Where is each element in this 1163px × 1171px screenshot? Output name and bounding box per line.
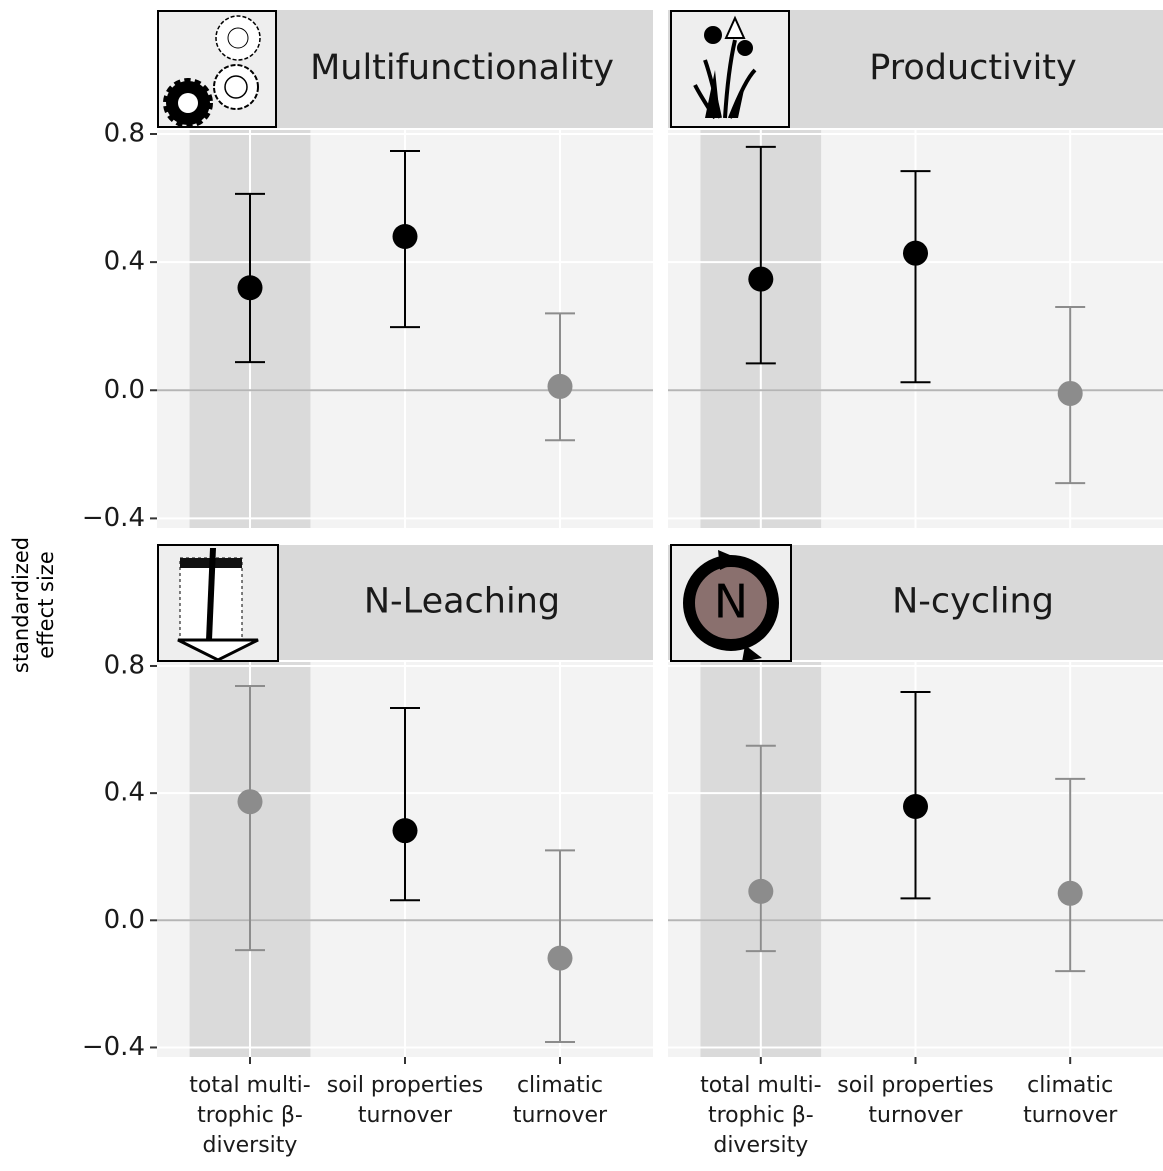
- point-estimate: [393, 224, 418, 249]
- point-estimate: [238, 789, 263, 814]
- chart: Multifunctionality −0.4 0.0 0.4 0.8 Productiv…: [0, 0, 1163, 1171]
- icon-leaching: [158, 545, 278, 661]
- x-tick-label: total multi-trophic β-diversity: [162, 1071, 338, 1161]
- x-tick-label: soil properties turnover: [828, 1071, 1004, 1131]
- x-tick-label: soil properties turnover: [317, 1071, 493, 1131]
- point-estimate: [548, 946, 573, 971]
- point-estimate: [903, 794, 928, 819]
- y-axis-title-line: standardized: [9, 537, 33, 673]
- y-axis-title: standardized effect size: [9, 537, 58, 673]
- point-estimate: [748, 879, 773, 904]
- panel-title: Productivity: [869, 48, 1077, 88]
- point-estimate: [548, 374, 573, 399]
- panel-title: N-Leaching: [364, 582, 560, 622]
- y-tick-label: 0.4: [104, 778, 145, 808]
- point-estimate: [1058, 381, 1083, 406]
- point-estimate: [903, 241, 928, 266]
- point-estimate: [748, 267, 773, 292]
- panel-title: N-cycling: [892, 582, 1054, 622]
- y-tick-label: 0.0: [104, 375, 145, 405]
- point-estimate: [1058, 881, 1083, 906]
- y-tick-label: 0.4: [104, 247, 145, 277]
- y-tick-label: −0.4: [82, 503, 145, 533]
- figure: Multifunctionality −0.4 0.0 0.4 0.8 Productiv…: [0, 0, 1163, 1171]
- icon-plant: [671, 11, 789, 127]
- x-tick-label: climatic turnover: [982, 1071, 1158, 1131]
- icon-n-cycle: N: [671, 545, 791, 662]
- y-tick-label: 0.8: [104, 650, 145, 680]
- icon-label: N: [714, 575, 748, 629]
- y-tick-label: −0.4: [82, 1032, 145, 1062]
- point-estimate: [238, 275, 263, 300]
- x-tick-label: total multi-trophic β-diversity: [673, 1071, 849, 1161]
- x-tick-label: climatic turnover: [472, 1071, 648, 1131]
- panels: Multifunctionality −0.4 0.0 0.4 0.8 Productiv…: [82, 10, 1163, 1064]
- y-tick-label: 0.8: [104, 119, 145, 149]
- point-estimate: [393, 818, 418, 843]
- y-tick-label: 0.0: [104, 905, 145, 935]
- icon-gears: [158, 11, 276, 127]
- y-axis-title-line: effect size: [34, 551, 58, 658]
- panel-title: Multifunctionality: [310, 48, 614, 88]
